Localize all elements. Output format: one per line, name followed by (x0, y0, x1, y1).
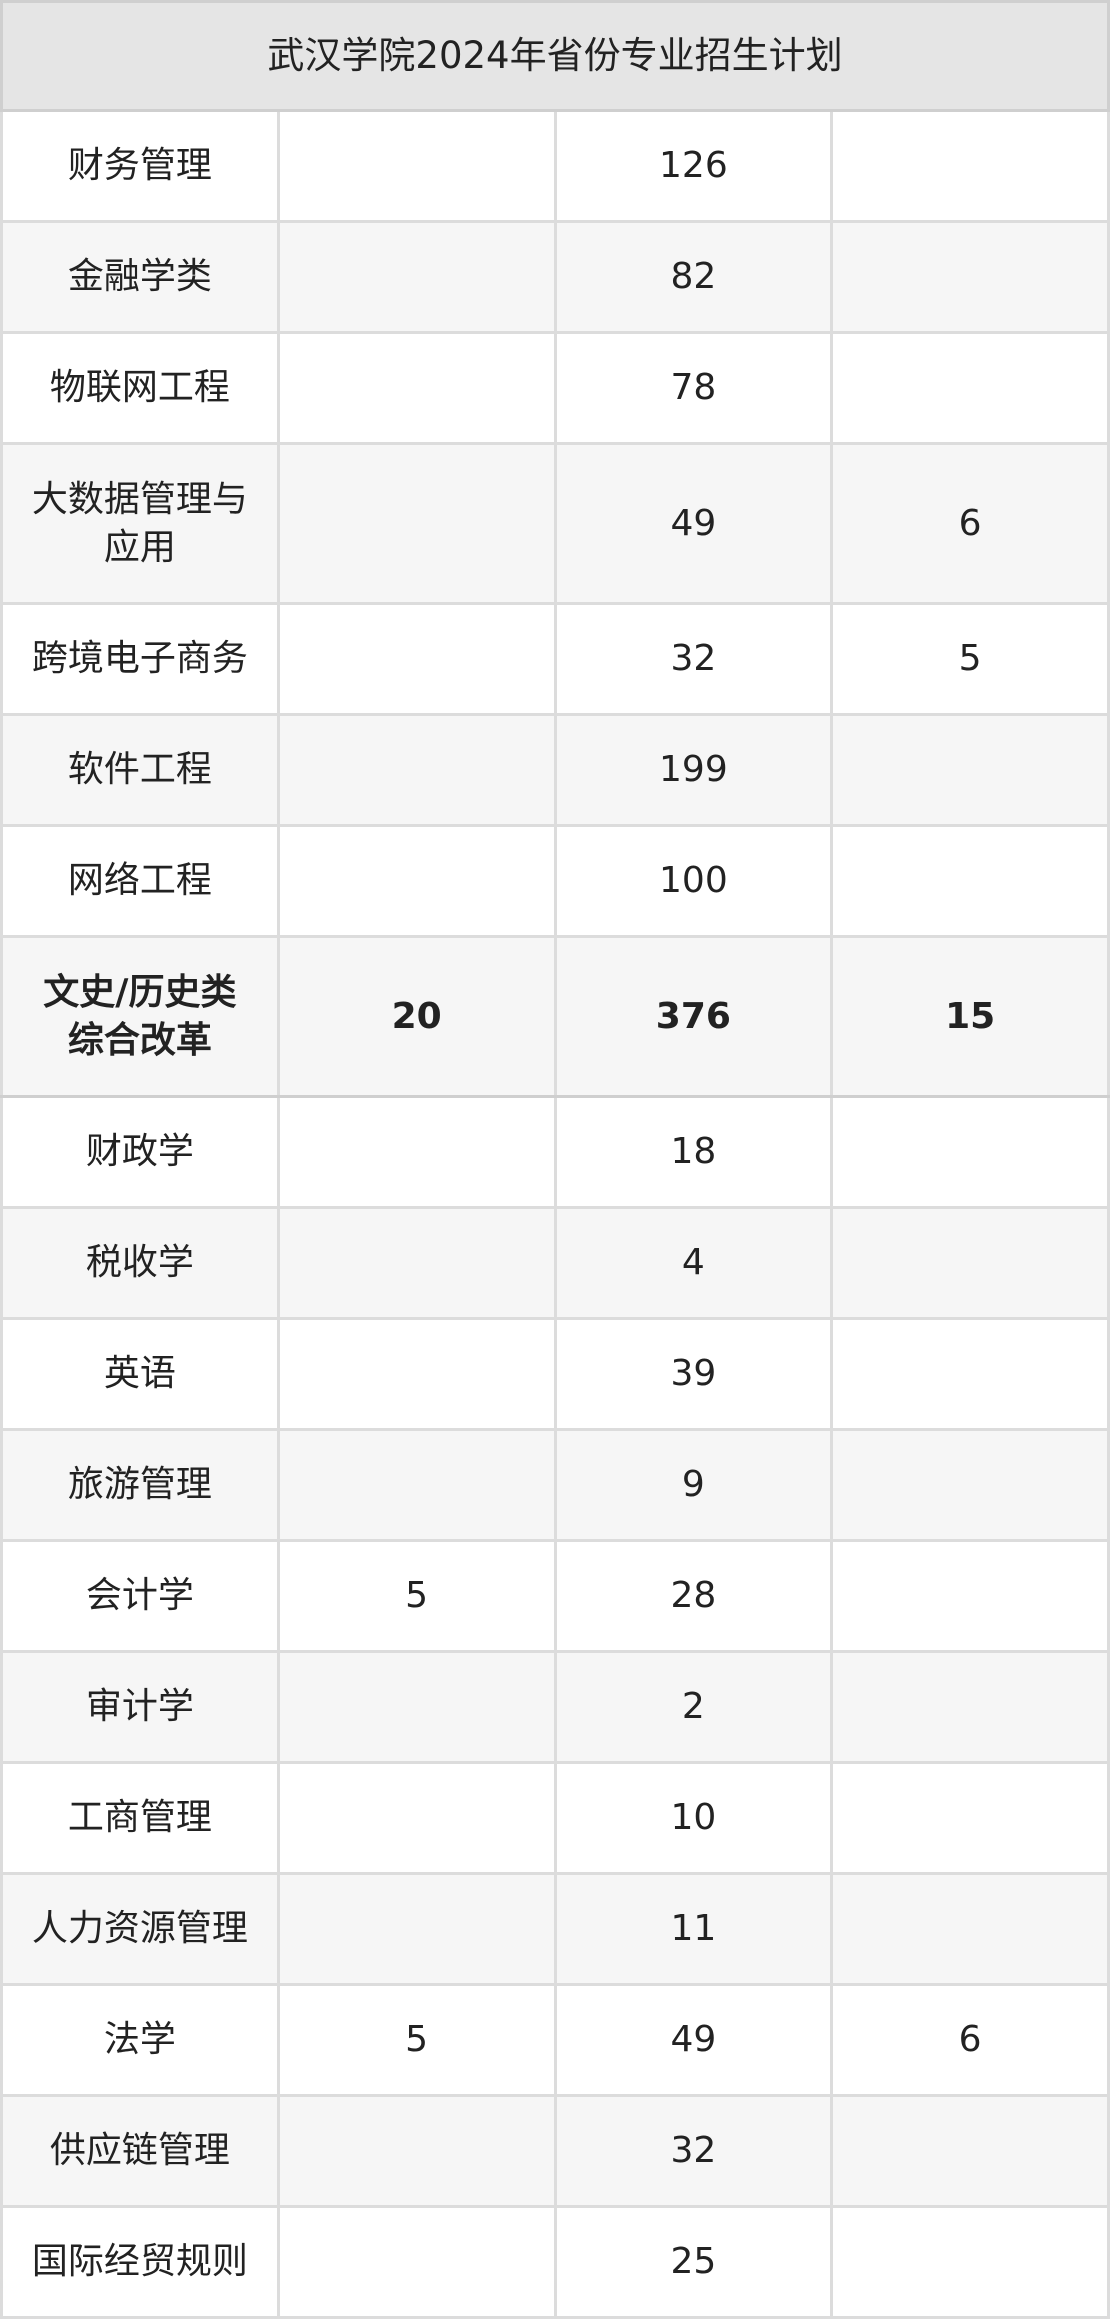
major-name-cell: 跨境电子商务 (0, 602, 280, 716)
count-cell-1 (276, 1650, 557, 1764)
count-cell-1 (276, 602, 557, 716)
count-cell-3: 5 (830, 602, 1110, 716)
count-cell-3 (830, 220, 1110, 334)
major-name-cell: 工商管理 (0, 1761, 280, 1875)
count-cell-2: 4 (553, 1206, 834, 1320)
category-row: 文史/历史类 综合改革 20 376 15 (0, 935, 1110, 1098)
count-cell-1 (276, 824, 557, 938)
count-cell-3 (830, 1761, 1110, 1875)
table-row: 国际经贸规则 25 (0, 2205, 1110, 2319)
count-cell-1 (276, 1872, 557, 1986)
count-cell-3: 6 (830, 442, 1110, 605)
major-name-cell: 审计学 (0, 1650, 280, 1764)
table-row: 审计学 2 (0, 1650, 1110, 1764)
table-title: 武汉学院2024年省份专业招生计划 (0, 0, 1110, 112)
major-name-cell: 人力资源管理 (0, 1872, 280, 1986)
count-cell-1: 20 (276, 935, 557, 1098)
major-name-cell: 财务管理 (0, 109, 280, 223)
count-cell-1 (276, 2094, 557, 2208)
count-cell-1 (276, 2205, 557, 2319)
major-name-cell: 大数据管理与 应用 (0, 442, 280, 605)
count-cell-2: 2 (553, 1650, 834, 1764)
count-cell-2: 82 (553, 220, 834, 334)
table-row: 法学 5 49 6 (0, 1983, 1110, 2097)
major-name-cell: 国际经贸规则 (0, 2205, 280, 2319)
count-cell-1 (276, 331, 557, 445)
major-name-cell: 英语 (0, 1317, 280, 1431)
count-cell-1 (276, 220, 557, 334)
count-cell-2: 199 (553, 713, 834, 827)
table-title-row: 武汉学院2024年省份专业招生计划 (0, 0, 1110, 112)
table-row: 大数据管理与 应用 49 6 (0, 442, 1110, 605)
table-row: 英语 39 (0, 1317, 1110, 1431)
major-name-cell: 物联网工程 (0, 331, 280, 445)
table-row: 金融学类 82 (0, 220, 1110, 334)
major-name-cell: 税收学 (0, 1206, 280, 1320)
table-row: 网络工程 100 (0, 824, 1110, 938)
major-name-cell: 网络工程 (0, 824, 280, 938)
table-row: 物联网工程 78 (0, 331, 1110, 445)
count-cell-1 (276, 1317, 557, 1431)
table-row: 软件工程 199 (0, 713, 1110, 827)
table-row: 旅游管理 9 (0, 1428, 1110, 1542)
count-cell-1: 5 (276, 1539, 557, 1653)
count-cell-1 (276, 109, 557, 223)
table-row: 工商管理 10 (0, 1761, 1110, 1875)
count-cell-3 (830, 1317, 1110, 1431)
count-cell-2: 100 (553, 824, 834, 938)
count-cell-1 (276, 713, 557, 827)
count-cell-1 (276, 1095, 557, 1209)
table-row: 财政学 18 (0, 1095, 1110, 1209)
count-cell-3 (830, 1650, 1110, 1764)
table-row: 税收学 4 (0, 1206, 1110, 1320)
major-name-cell: 法学 (0, 1983, 280, 2097)
table-row: 人力资源管理 11 (0, 1872, 1110, 1986)
table-row: 财务管理 126 (0, 109, 1110, 223)
major-name-cell: 软件工程 (0, 713, 280, 827)
major-name-cell: 财政学 (0, 1095, 280, 1209)
count-cell-2: 32 (553, 602, 834, 716)
count-cell-3 (830, 2205, 1110, 2319)
count-cell-1 (276, 1206, 557, 1320)
count-cell-3 (830, 713, 1110, 827)
count-cell-2: 49 (553, 442, 834, 605)
count-cell-2: 25 (553, 2205, 834, 2319)
count-cell-1 (276, 442, 557, 605)
count-cell-2: 10 (553, 1761, 834, 1875)
count-cell-2: 39 (553, 1317, 834, 1431)
table-row: 跨境电子商务 32 5 (0, 602, 1110, 716)
count-cell-2: 11 (553, 1872, 834, 1986)
count-cell-3: 6 (830, 1983, 1110, 2097)
major-name-cell: 文史/历史类 综合改革 (0, 935, 280, 1098)
count-cell-3 (830, 109, 1110, 223)
major-name-cell: 会计学 (0, 1539, 280, 1653)
count-cell-1 (276, 1761, 557, 1875)
count-cell-1: 5 (276, 1983, 557, 2097)
count-cell-2: 49 (553, 1983, 834, 2097)
count-cell-3 (830, 1539, 1110, 1653)
count-cell-3: 15 (830, 935, 1110, 1098)
count-cell-2: 32 (553, 2094, 834, 2208)
count-cell-3 (830, 1872, 1110, 1986)
count-cell-3 (830, 1206, 1110, 1320)
table-row: 供应链管理 32 (0, 2094, 1110, 2208)
count-cell-2: 78 (553, 331, 834, 445)
major-name-cell: 供应链管理 (0, 2094, 280, 2208)
count-cell-3 (830, 2094, 1110, 2208)
major-name-cell: 金融学类 (0, 220, 280, 334)
count-cell-3 (830, 1095, 1110, 1209)
table-row: 会计学 5 28 (0, 1539, 1110, 1653)
count-cell-2: 376 (553, 935, 834, 1098)
count-cell-2: 9 (553, 1428, 834, 1542)
major-name-cell: 旅游管理 (0, 1428, 280, 1542)
count-cell-3 (830, 1428, 1110, 1542)
count-cell-2: 28 (553, 1539, 834, 1653)
count-cell-2: 18 (553, 1095, 834, 1209)
count-cell-2: 126 (553, 109, 834, 223)
count-cell-3 (830, 331, 1110, 445)
count-cell-1 (276, 1428, 557, 1542)
count-cell-3 (830, 824, 1110, 938)
